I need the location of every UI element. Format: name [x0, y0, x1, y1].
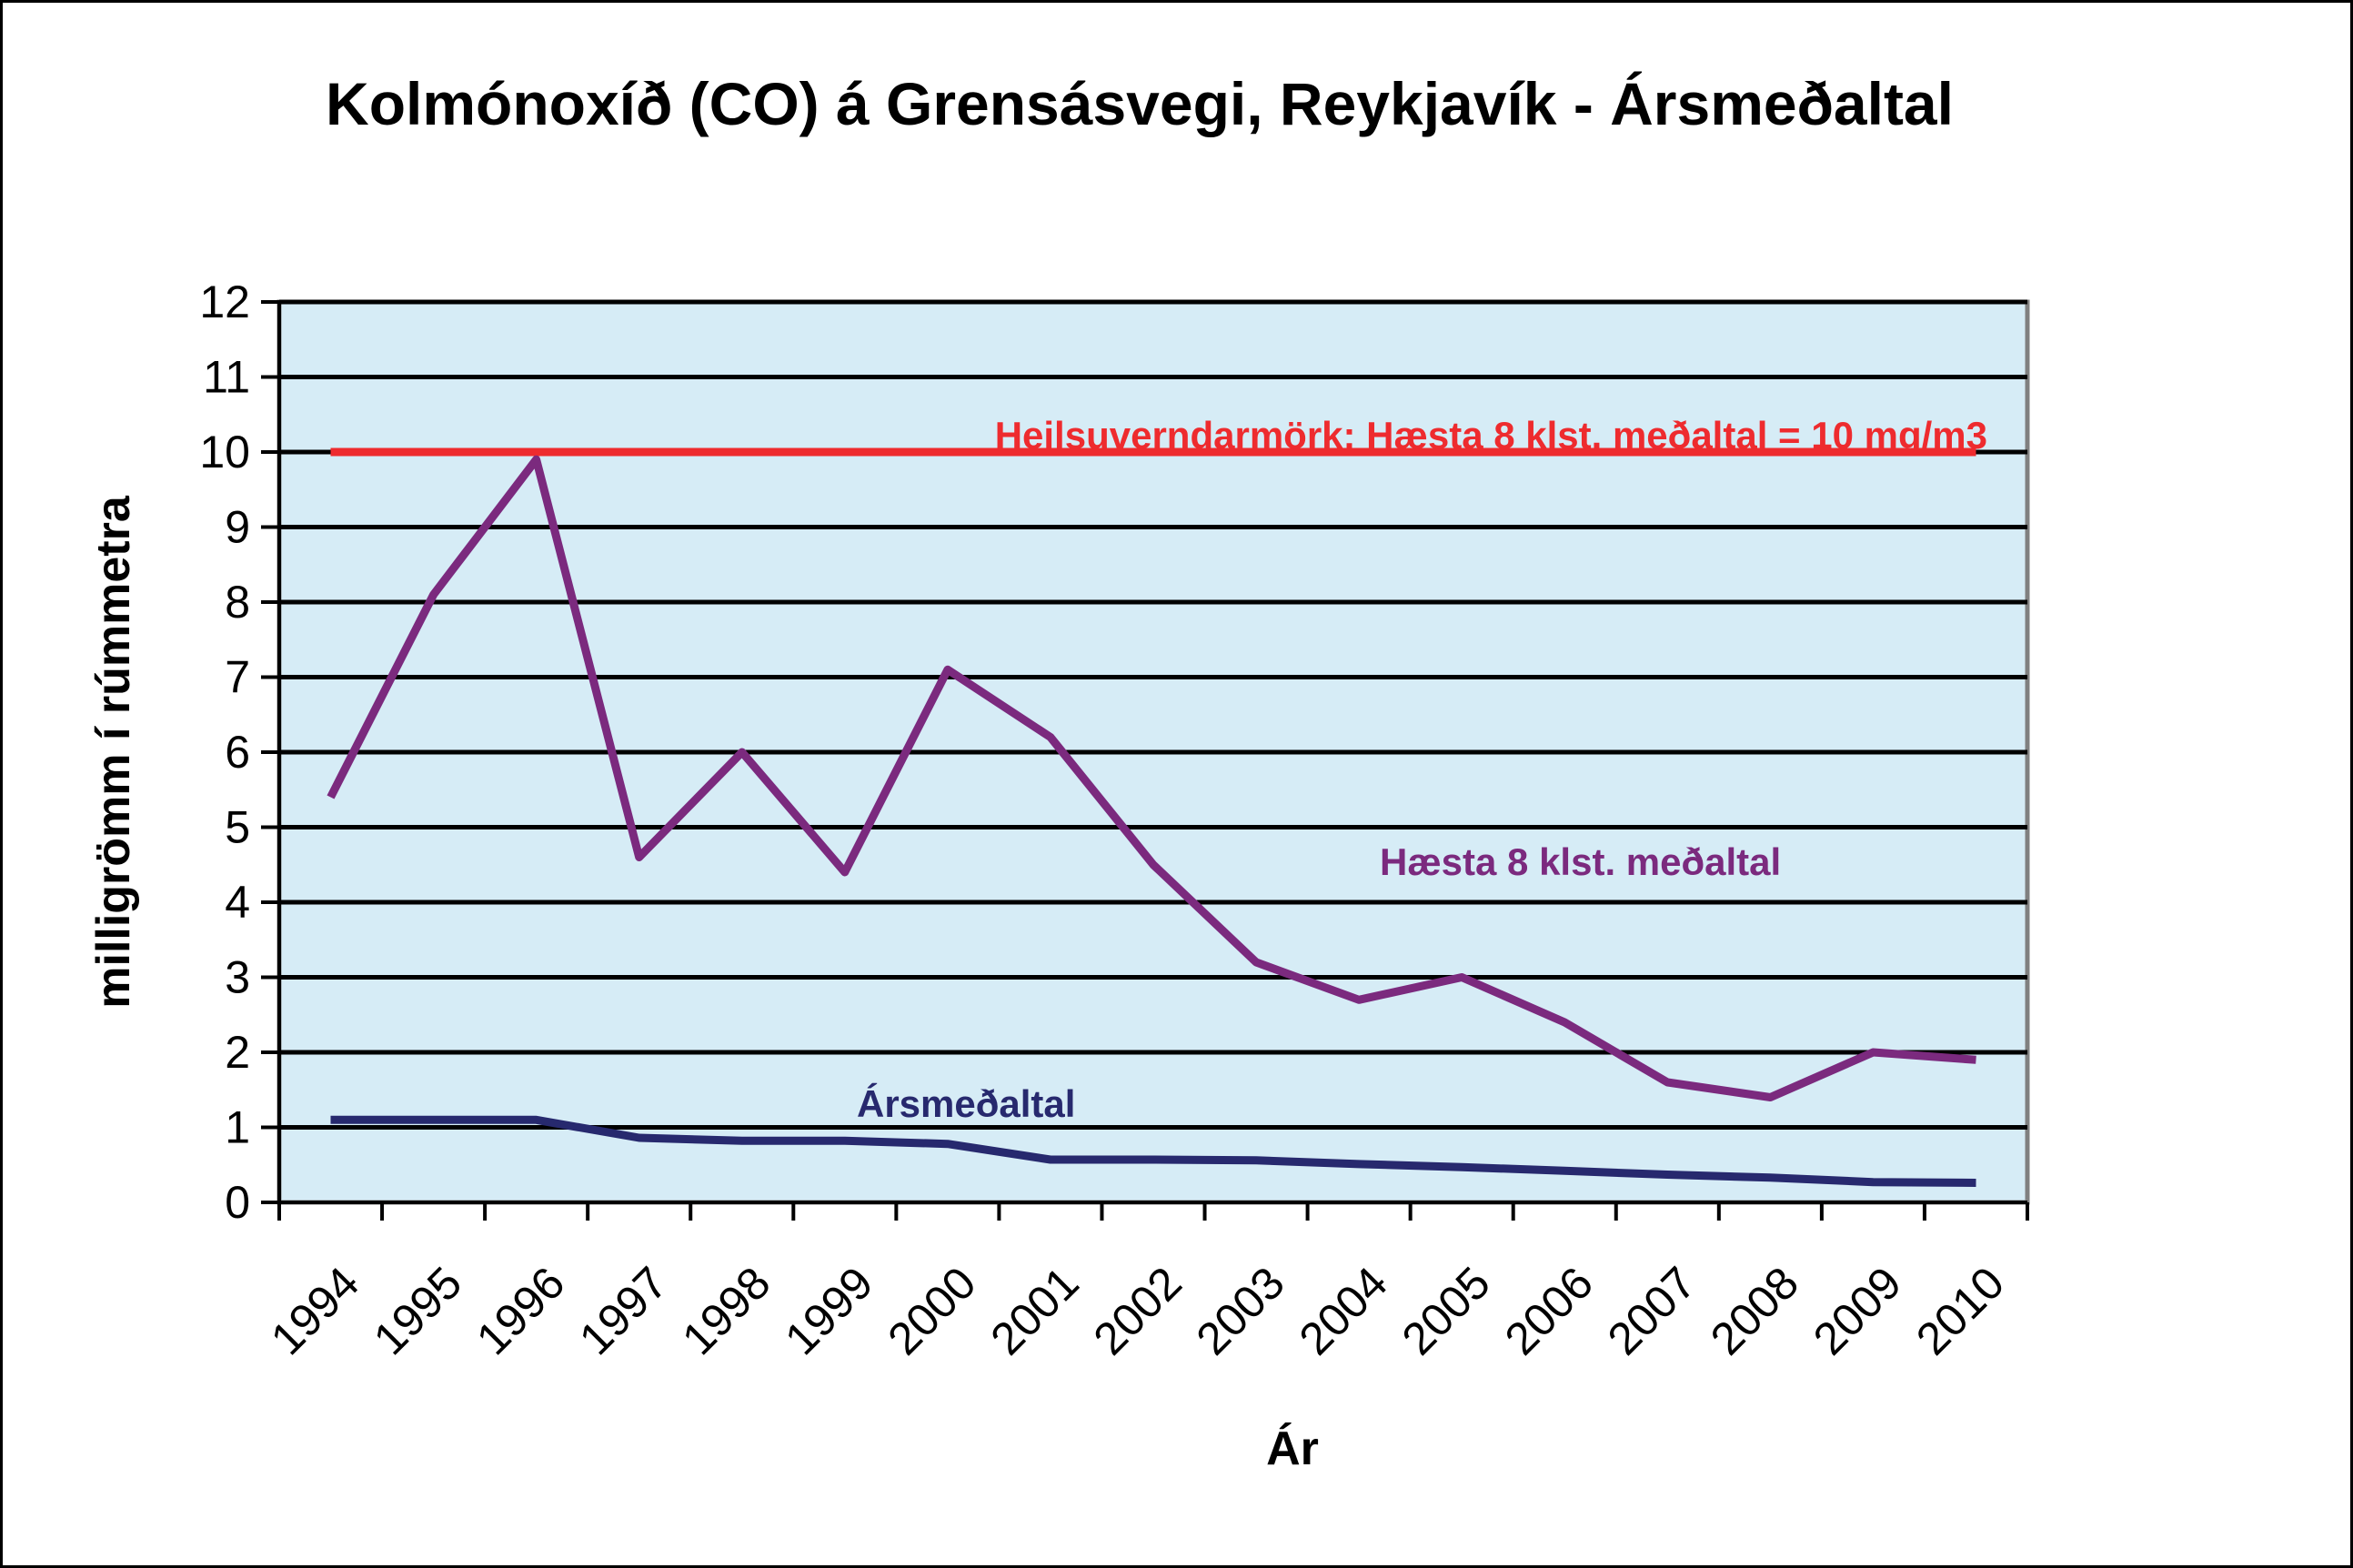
x-tick-label-2010: 2010 [1906, 1257, 2014, 1364]
series-line-1-rsme-altal [330, 1115, 1976, 1187]
x-tick-label-2006: 2006 [1495, 1257, 1603, 1364]
x-tick-label-1996: 1996 [467, 1257, 574, 1364]
max8h-annotation: Hæsta 8 klst. meðaltal [1380, 840, 1781, 883]
y-tick-label-11: 11 [203, 352, 250, 403]
series-line-0-h-sta-8-klst-me-altal [327, 455, 1976, 1101]
x-tick-label-1999: 1999 [775, 1257, 882, 1364]
x-tick-label-2000: 2000 [878, 1257, 985, 1364]
x-tick-label-2001: 2001 [980, 1257, 1088, 1364]
x-tick-label-1995: 1995 [364, 1257, 471, 1364]
y-tick-label-3: 3 [225, 952, 250, 1003]
x-axis-label: Ár [1266, 1422, 1319, 1475]
y-tick-label-5: 5 [225, 802, 250, 853]
x-axis-ticks: 1994199519961997199819992000200120022003… [261, 1202, 2029, 1364]
x-tick-label-2008: 2008 [1701, 1257, 1808, 1364]
x-tick-label-1997: 1997 [569, 1257, 677, 1364]
x-tick-label-2007: 2007 [1598, 1257, 1705, 1364]
x-tick-label-1994: 1994 [261, 1257, 368, 1364]
y-tick-label-0: 0 [225, 1177, 250, 1228]
y-tick-label-4: 4 [225, 877, 250, 928]
x-tick-label-1998: 1998 [672, 1257, 779, 1364]
y-tick-label-2: 2 [225, 1027, 250, 1078]
y-axis-label: milligrömm í rúmmetra [87, 495, 140, 1009]
y-tick-label-7: 7 [225, 652, 250, 703]
annual-annotation: Ársmeðaltal [857, 1082, 1075, 1125]
x-tick-label-2003: 2003 [1187, 1257, 1294, 1364]
y-tick-label-9: 9 [225, 502, 250, 553]
limit-annotation: Heilsuverndarmörk: Hæsta 8 klst. meðalta… [995, 414, 1987, 457]
x-tick-label-2009: 2009 [1804, 1257, 1911, 1364]
series-group [327, 447, 1976, 1187]
y-tick-label-10: 10 [199, 427, 250, 477]
y-tick-label-6: 6 [225, 727, 250, 778]
chart-title: Kolmónoxíð (CO) á Grensásvegi, Reykjavík… [326, 70, 1954, 137]
x-tick-label-2005: 2005 [1393, 1257, 1500, 1364]
x-tick-label-2002: 2002 [1084, 1257, 1192, 1364]
y-tick-label-8: 8 [225, 577, 250, 628]
y-tick-label-12: 12 [199, 276, 250, 327]
y-tick-label-1: 1 [225, 1102, 250, 1153]
x-tick-label-2004: 2004 [1290, 1257, 1397, 1364]
